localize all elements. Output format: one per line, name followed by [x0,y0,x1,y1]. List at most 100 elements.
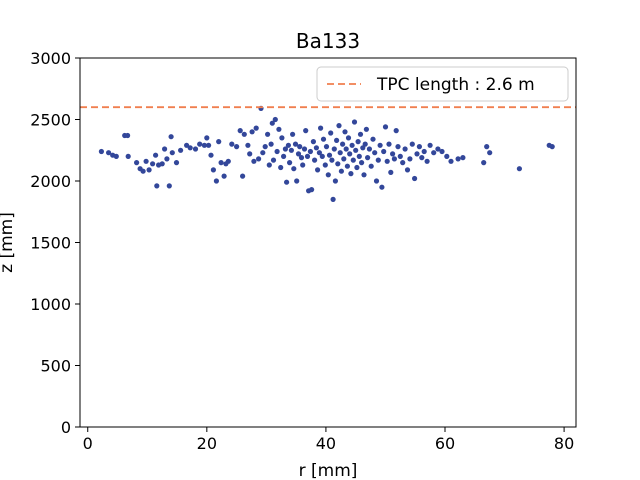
data-point [320,136,327,142]
data-point [304,153,311,159]
data-point [312,157,318,163]
data-point [262,144,268,150]
data-point [341,156,347,162]
data-point [216,139,222,145]
data-point [325,172,331,178]
data-point [460,155,466,161]
data-point [444,153,450,159]
data-point [335,161,341,167]
data-point [334,137,340,143]
data-point [355,139,361,145]
data-point [354,164,360,171]
data-point [326,152,333,158]
data-point [251,158,257,164]
y-tick-label: 3000 [30,49,71,68]
data-point [301,146,308,152]
data-point [281,153,287,159]
data-point [357,131,364,137]
data-point [288,147,294,153]
x-axis-label: r [mm] [299,461,358,480]
data-point [303,128,309,134]
data-point [234,144,240,150]
data-point [395,144,401,150]
data-point [427,142,433,148]
data-point [368,163,374,169]
x-tick-label: 40 [316,434,336,453]
data-point [241,131,247,137]
data-point [249,129,255,135]
data-point [162,146,168,152]
data-point [373,178,380,184]
data-point [134,160,140,166]
data-point [516,166,523,172]
data-point [391,156,397,162]
data-point [370,136,376,142]
data-point [323,144,330,150]
data-point [338,168,344,174]
data-point [285,142,291,148]
data-point [343,146,349,152]
data-point [169,150,175,156]
data-point [225,158,231,164]
data-point [404,167,411,173]
data-point [140,168,146,174]
data-point [416,144,422,150]
data-points-layer [98,105,555,202]
data-point [340,141,346,147]
data-point [342,129,348,135]
legend-box [316,66,569,102]
data-point [297,144,303,150]
data-point [390,151,396,157]
data-point [245,142,251,148]
data-point [173,160,180,166]
data-point [218,160,224,166]
data-point [366,146,372,152]
data-point [384,158,390,164]
data-point [315,167,321,173]
data-point [313,145,319,151]
data-point [146,167,152,173]
data-point [337,150,343,156]
x-tick-label: 0 [83,434,93,453]
legend-label: TPC length : 2.6 m [376,75,535,95]
data-point [153,152,159,158]
data-point [98,148,104,155]
data-point [265,131,271,137]
data-point [319,153,325,159]
data-point [237,128,243,134]
data-point [377,142,383,148]
chart-title: Ba133 [296,29,360,53]
data-point [298,155,305,161]
data-point [278,164,284,171]
data-point [282,146,288,152]
data-point [150,161,156,167]
data-point [421,148,427,155]
data-point [353,147,359,153]
data-point [484,144,490,150]
legend: TPC length : 2.6 m [316,66,569,102]
data-point [268,141,274,147]
data-point [240,173,246,179]
data-point [206,142,212,148]
data-point [322,162,328,168]
data-point [295,151,302,157]
data-point [386,141,392,147]
data-point [274,148,280,155]
data-point [208,152,214,158]
data-point [229,141,235,147]
data-point [213,178,219,184]
data-point [448,158,454,164]
data-point [348,171,354,177]
data-point [362,141,368,147]
data-point [397,153,403,159]
data-point [221,173,227,179]
data-point [201,142,207,148]
data-point [125,153,131,159]
data-point [330,196,336,202]
data-point [360,145,366,151]
data-point [412,175,418,182]
x-tick-label: 80 [554,434,574,453]
data-point [419,155,425,161]
data-point [253,125,259,131]
data-point [382,124,389,130]
